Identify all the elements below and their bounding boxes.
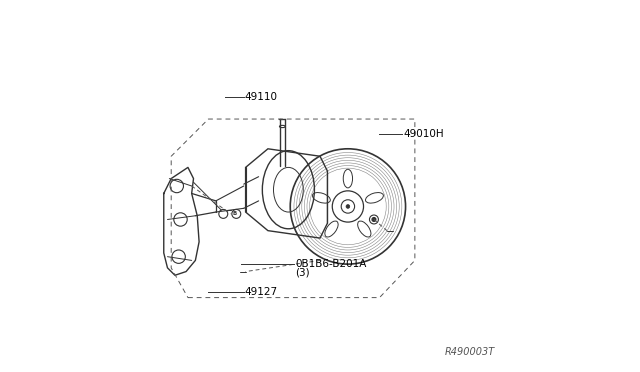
Circle shape <box>372 218 376 221</box>
Text: 49110: 49110 <box>245 92 278 102</box>
Text: R490003T: R490003T <box>445 347 495 357</box>
Text: 49127: 49127 <box>245 287 278 297</box>
Text: B: B <box>232 211 237 217</box>
Text: (3): (3) <box>295 267 310 277</box>
Text: 49010H: 49010H <box>403 129 444 139</box>
Text: 0B1B6-B201A: 0B1B6-B201A <box>295 259 367 269</box>
Circle shape <box>346 205 349 208</box>
